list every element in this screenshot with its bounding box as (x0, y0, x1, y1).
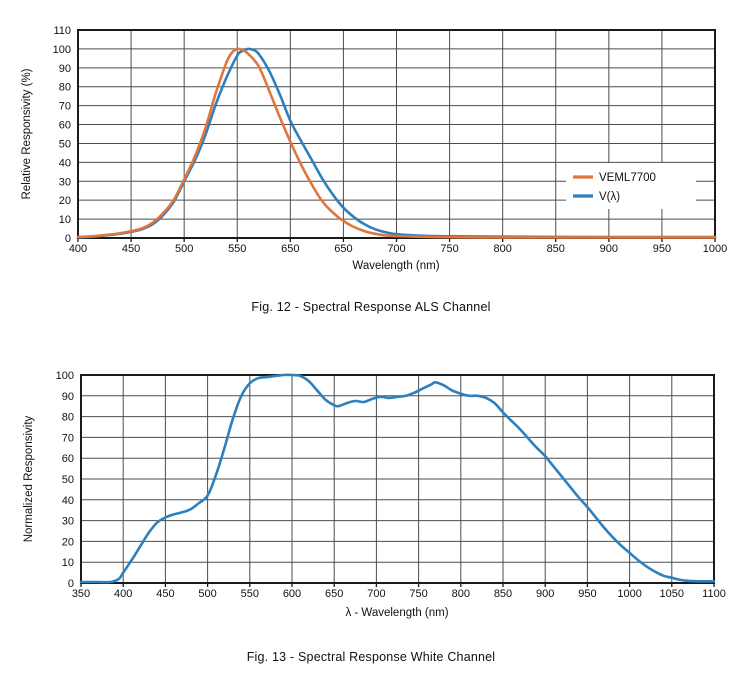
y-tick-label: 10 (59, 214, 71, 226)
legend-box (566, 163, 696, 209)
legend-label: VEML7700 (599, 172, 656, 184)
x-tick-label: 550 (241, 588, 259, 600)
plot-frame (80, 374, 715, 584)
x-tick-label: 1100 (702, 588, 726, 600)
x-tick-label: 950 (653, 243, 671, 255)
y-tick-label: 70 (59, 101, 71, 113)
x-axis-title: Wavelength (nm) (352, 260, 439, 272)
fig13-caption: Fig. 13 - Spectral Response White Channe… (246, 650, 496, 664)
x-tick-label: 650 (281, 243, 299, 255)
x-tick-label: 1000 (617, 588, 641, 600)
x-tick-label: 450 (156, 588, 174, 600)
x-tick-label: 400 (114, 588, 132, 600)
x-tick-label: 850 (547, 243, 565, 255)
y-tick-label: 0 (65, 233, 71, 245)
y-tick-label: 80 (59, 82, 71, 94)
y-tick-label: 90 (59, 63, 71, 75)
y-tick-label: 100 (53, 44, 71, 56)
y-tick-label: 100 (56, 370, 74, 382)
y-tick-label: 10 (62, 557, 74, 569)
x-tick-label: 450 (122, 243, 140, 255)
x-tick-label: 850 (494, 588, 512, 600)
x-tick-label: 1000 (703, 243, 727, 255)
x-tick-label: 650 (334, 243, 352, 255)
fig12-caption: Fig. 12 - Spectral Response ALS Channel (251, 300, 491, 314)
x-tick-label: 900 (536, 588, 554, 600)
x-tick-label: 750 (440, 243, 458, 255)
x-tick-label: 500 (198, 588, 216, 600)
x-tick-label: 700 (387, 243, 405, 255)
x-tick-label: 800 (493, 243, 511, 255)
curve-white-channel (79, 373, 716, 584)
x-tick-label: 350 (72, 588, 90, 600)
y-tick-label: 70 (62, 432, 74, 444)
x-tick-label: 500 (175, 243, 193, 255)
x-tick-label: 950 (578, 588, 596, 600)
y-tick-label: 20 (59, 195, 71, 207)
fig12-spectral-response-als-chart: 400 450 500 550 650 650 700 750 800 850 900 950 1000… (21, 25, 727, 272)
x-tick-label: 800 (452, 588, 470, 600)
y-tick-label: 50 (59, 138, 71, 150)
x-tick-label: 1050 (660, 588, 684, 600)
y-tick-label: 110 (53, 25, 71, 37)
y-tick-label: 40 (59, 157, 71, 169)
y-tick-label: 90 (62, 391, 74, 403)
curve-veml7700 (76, 47, 717, 239)
y-tick-label: 40 (62, 495, 74, 507)
y-axis-title: Normalized Responsivity (23, 415, 35, 542)
y-axis-title: Relative Responsivity (%) (21, 68, 33, 199)
y-tick-label: 0 (68, 578, 74, 590)
y-tick-label: 60 (62, 453, 74, 465)
y-tick-label: 80 (62, 412, 74, 424)
legend-label: V(λ) (599, 191, 620, 203)
x-tick-label: 650 (325, 588, 343, 600)
x-tick-label: 750 (409, 588, 427, 600)
y-tick-label: 30 (62, 516, 74, 528)
y-tick-label: 20 (62, 536, 74, 548)
x-axis-title: λ - Wavelength (nm) (345, 607, 448, 619)
x-tick-label: 400 (69, 243, 87, 255)
x-tick-label: 600 (283, 588, 301, 600)
fig13-spectral-response-white-chart: 350 400 450 500 550 600 650 700 750 800 850 900 950 1… (23, 370, 726, 619)
y-tick-label: 50 (62, 474, 74, 486)
x-tick-label: 700 (367, 588, 385, 600)
y-tick-label: 60 (59, 120, 71, 132)
y-tick-label: 30 (59, 176, 71, 188)
x-tick-label: 900 (600, 243, 618, 255)
x-tick-label: 550 (228, 243, 246, 255)
